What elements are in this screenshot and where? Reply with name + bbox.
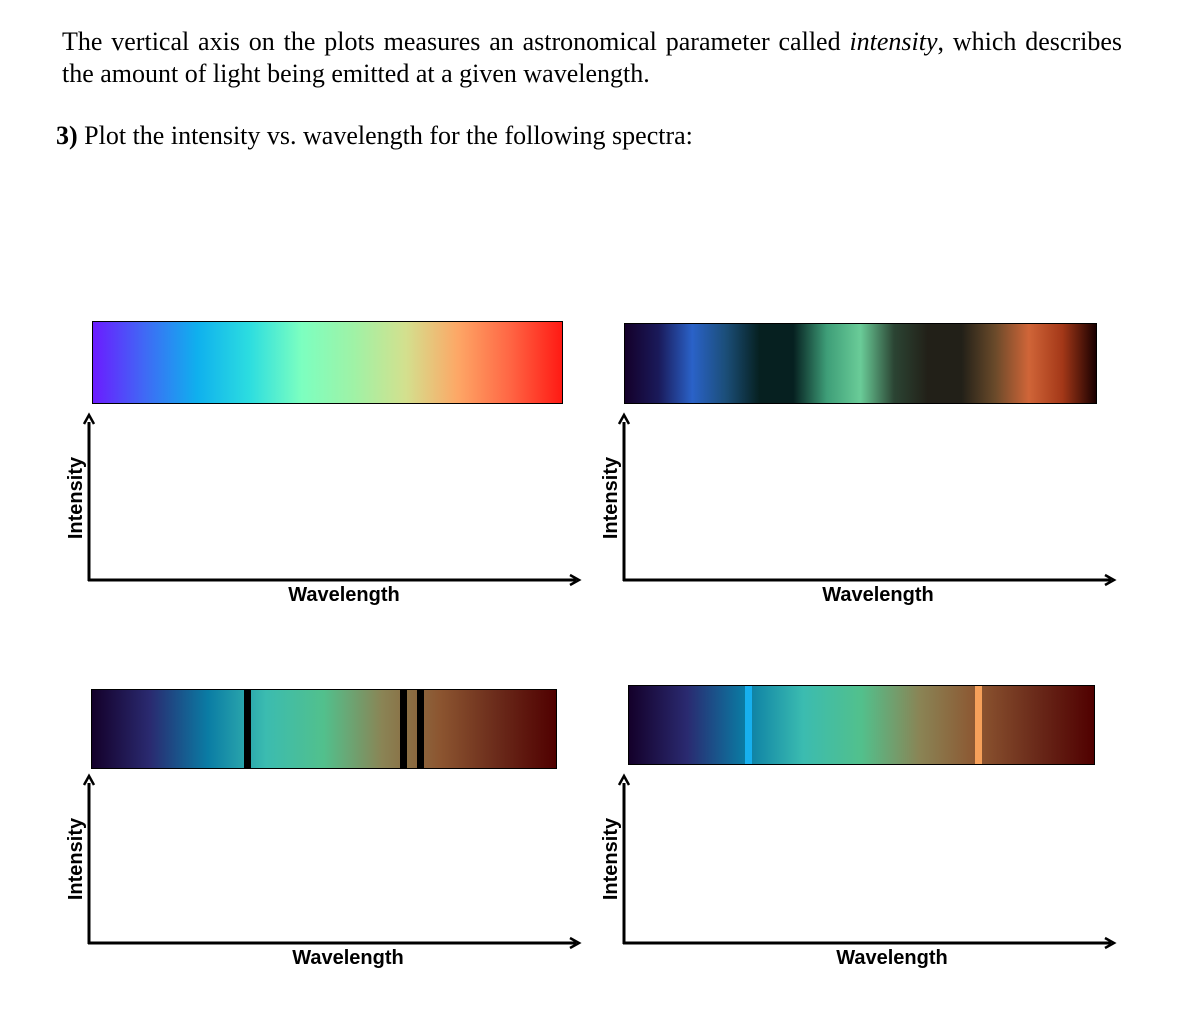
plot-4-x-label: Wavelength: [836, 947, 948, 969]
intro-text-after: , which describes the amount of light be…: [62, 27, 1122, 88]
question-number: 3): [56, 121, 78, 150]
plot-1-y-arrowhead: [82, 412, 96, 425]
spectral-line-1: [244, 690, 252, 768]
question: 3) Plot the intensity vs. wavelength for…: [56, 120, 693, 152]
spectral-line-2: [400, 690, 408, 768]
spectral-line-3: [417, 690, 425, 768]
plot-1-y-label: Intensity: [65, 456, 87, 539]
plot-2-x-label: Wavelength: [822, 584, 934, 606]
plot-3-y-label: Intensity: [65, 817, 87, 900]
plot-2-y-label: Intensity: [600, 456, 622, 539]
spectrum-1: [92, 321, 563, 404]
plot-3-y-arrowhead: [82, 773, 96, 786]
spectral-line-2: [975, 686, 983, 764]
plot-1-x-arrowhead: [569, 573, 582, 587]
plot-3: Wavelength Intensity: [65, 773, 582, 969]
spectrum-2: [624, 323, 1097, 404]
plot-3-x-arrowhead: [569, 936, 582, 950]
spectral-line-1: [745, 686, 752, 764]
spectrum-4: [628, 685, 1095, 765]
plot-1: Wavelength Intensity: [65, 412, 582, 606]
intro-emphasis: intensity: [849, 27, 938, 56]
plot-4-x-arrowhead: [1104, 936, 1117, 950]
plot-4-y-arrowhead: [617, 773, 631, 786]
spectrum-3: [91, 689, 557, 769]
plot-4-y-label: Intensity: [600, 817, 622, 900]
plot-1-x-label: Wavelength: [288, 584, 400, 606]
question-text: Plot the intensity vs. wavelength for th…: [84, 121, 693, 150]
plot-2-y-arrowhead: [617, 412, 631, 425]
intro-text-before: The vertical axis on the plots measures …: [62, 27, 850, 56]
plot-4: Wavelength Intensity: [600, 773, 1117, 969]
intro-paragraph: The vertical axis on the plots measures …: [62, 26, 1122, 90]
plot-2: Wavelength Intensity: [600, 412, 1117, 606]
plot-3-x-label: Wavelength: [292, 947, 404, 969]
plot-2-x-arrowhead: [1104, 573, 1117, 587]
